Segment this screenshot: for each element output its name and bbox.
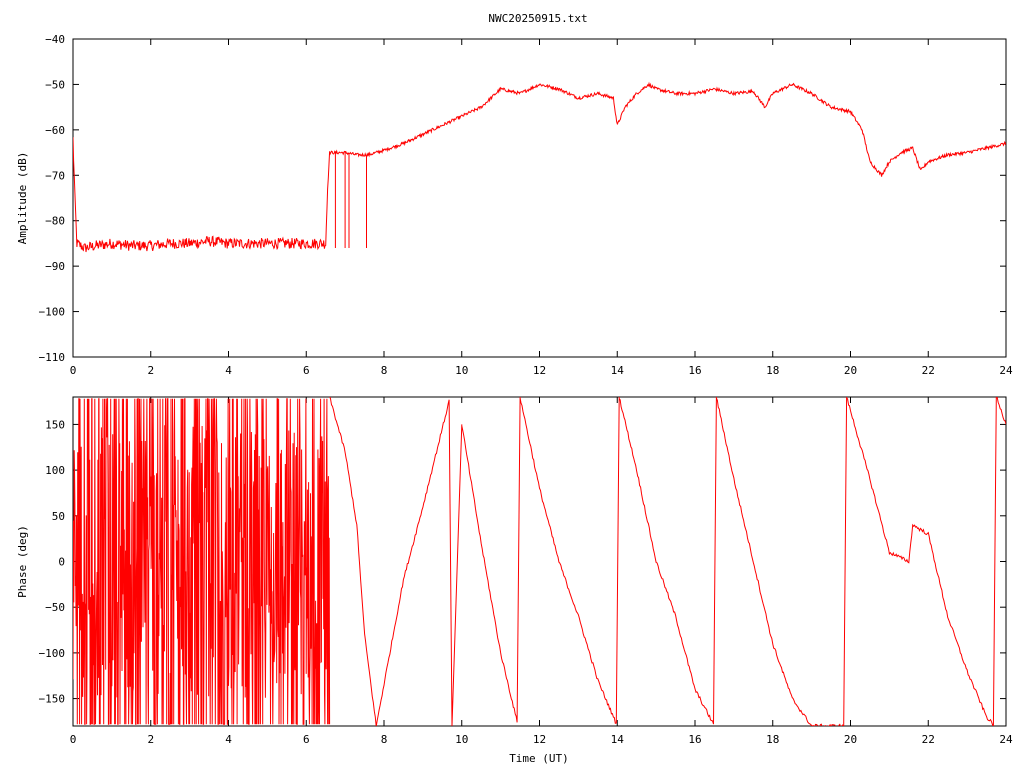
x-tick-label: 0 — [70, 733, 77, 746]
y-tick-label: −90 — [45, 260, 65, 273]
amplitude-y-axis-label: Amplitude (dB) — [16, 152, 29, 245]
phase-series — [73, 397, 1006, 726]
y-tick-label: −50 — [45, 78, 65, 91]
x-tick-label: 24 — [999, 364, 1013, 377]
amplitude-series — [73, 81, 1006, 253]
y-tick-label: 150 — [45, 418, 65, 431]
y-tick-label: −150 — [39, 693, 66, 706]
x-tick-label: 20 — [844, 364, 857, 377]
x-tick-label: 12 — [533, 733, 546, 746]
amplitude-line — [73, 81, 1006, 253]
phase-axis-ticks: 0 2 4 6 8 10 12 14 16 18 20 22 24−150−100−5005010015… — [39, 397, 1013, 746]
phase-panel: Phase (deg) Time (UT) 0 2 4 6 8 10 12 14 16 18 20 2… — [16, 396, 1013, 765]
y-tick-label: 100 — [45, 464, 65, 477]
y-tick-label: −60 — [45, 124, 65, 137]
x-tick-label: 20 — [844, 733, 857, 746]
amplitude-panel: Amplitude (dB) 0 2 4 6 8 10 12 14 16 18 20 22 24−110… — [16, 33, 1013, 377]
phase-noise-line — [73, 398, 331, 725]
x-tick-label: 6 — [303, 733, 310, 746]
chart-title: NWC20250915.txt — [488, 12, 587, 25]
y-tick-label: 50 — [52, 510, 65, 523]
x-tick-label: 8 — [381, 733, 388, 746]
x-tick-label: 24 — [999, 733, 1013, 746]
x-tick-label: 16 — [688, 733, 701, 746]
x-tick-label: 2 — [147, 733, 154, 746]
x-tick-label: 22 — [922, 733, 935, 746]
y-tick-label: −70 — [45, 169, 65, 182]
x-tick-label: 4 — [225, 364, 232, 377]
y-tick-label: −50 — [45, 601, 65, 614]
y-tick-label: 0 — [58, 556, 65, 569]
phase-y-axis-label: Phase (deg) — [16, 525, 29, 598]
y-tick-label: −100 — [39, 647, 66, 660]
amplitude-axis-ticks: 0 2 4 6 8 10 12 14 16 18 20 22 24−110−100−90−80−70−6… — [39, 33, 1013, 377]
y-tick-label: −40 — [45, 33, 65, 46]
x-tick-label: 10 — [455, 364, 468, 377]
time-x-axis-label: Time (UT) — [509, 752, 569, 765]
amplitude-plot-frame — [72, 38, 1007, 358]
x-tick-label: 10 — [455, 733, 468, 746]
x-tick-label: 14 — [611, 733, 625, 746]
x-tick-label: 4 — [225, 733, 232, 746]
x-tick-label: 18 — [766, 364, 779, 377]
x-tick-label: 12 — [533, 364, 546, 377]
x-tick-label: 2 — [147, 364, 154, 377]
x-tick-label: 22 — [922, 364, 935, 377]
y-tick-label: −80 — [45, 215, 65, 228]
y-tick-label: −100 — [39, 306, 66, 319]
x-tick-label: 18 — [766, 733, 779, 746]
y-tick-label: −110 — [39, 351, 66, 364]
phase-line — [329, 397, 1006, 726]
x-tick-label: 8 — [381, 364, 388, 377]
x-tick-label: 16 — [688, 364, 701, 377]
x-tick-label: 0 — [70, 364, 77, 377]
x-tick-label: 6 — [303, 364, 310, 377]
x-tick-label: 14 — [611, 364, 625, 377]
